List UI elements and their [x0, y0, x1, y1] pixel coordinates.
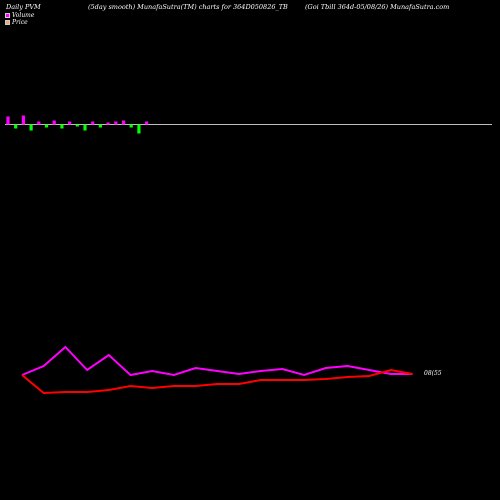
volume-bar: [137, 124, 141, 134]
volume-bar: [106, 122, 110, 125]
chart-title-middle: (5day smooth) MunafaSutra(TM) charts for…: [88, 3, 288, 11]
volume-bar: [21, 115, 25, 125]
volume-bar: [14, 124, 18, 129]
volume-bar: [29, 124, 33, 131]
volume-bar: [75, 124, 79, 127]
volume-bar: [6, 116, 10, 125]
volume-bar: [114, 121, 118, 125]
legend-volume-label: Volume: [12, 12, 35, 19]
volume-bar: [68, 121, 72, 125]
volume-bar: [83, 124, 87, 131]
legend-volume-swatch: [5, 13, 10, 18]
volume-bar: [52, 120, 56, 125]
legend-price: Price: [5, 19, 28, 26]
legend-price-label: Price: [12, 19, 28, 26]
volume-bar: [121, 120, 126, 125]
volume-bars: [6, 115, 149, 134]
chart-title-right: (Goi Tbill 364d-05/08/26) MunafaSutra.co…: [305, 3, 450, 11]
volume-bar: [145, 121, 149, 125]
volume-bar: [91, 121, 95, 125]
end-label: 08(55: [424, 370, 442, 377]
legend-price-swatch: [5, 20, 10, 25]
volume-bar: [60, 124, 64, 129]
chart-title-left: Daily PVM: [6, 3, 41, 11]
price-line: [21, 368, 413, 395]
volume-bar: [44, 124, 49, 128]
volume-bar: [37, 121, 41, 125]
legend-volume: Volume: [5, 12, 34, 19]
volume-bar: [129, 124, 133, 128]
volume-bar: [98, 124, 102, 128]
pvm-line: [21, 345, 413, 377]
